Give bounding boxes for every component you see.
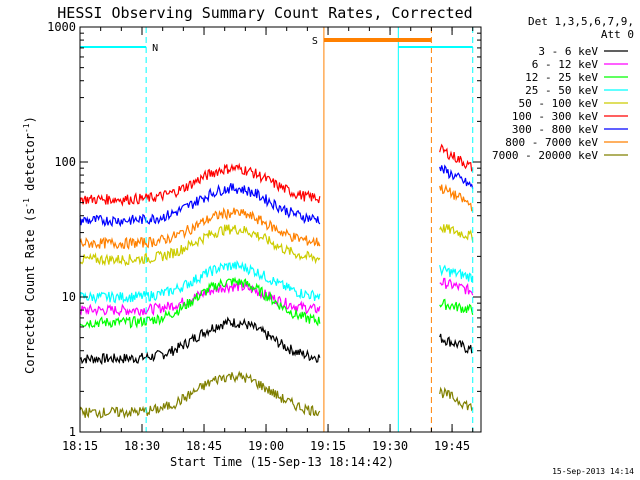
flag-label: N	[152, 43, 158, 54]
axes-layer: 18:15 18:30 18:45 19:00 19:15 19:30 19:45 1 10 10…	[47, 20, 481, 453]
y-tick-label: 1000	[47, 20, 76, 34]
legend-label: 6 - 12 keV	[532, 58, 599, 71]
series-line	[439, 224, 474, 242]
y-tick-label: 10	[62, 290, 76, 304]
series-line	[79, 316, 321, 366]
x-tick-label: 19:30	[372, 439, 408, 453]
series-line	[439, 298, 474, 315]
x-tick-label: 19:00	[248, 439, 284, 453]
y-tick-label: 1	[69, 425, 76, 439]
series-line	[439, 277, 474, 296]
series-line	[439, 386, 474, 412]
series-line	[79, 370, 321, 420]
plot-layer: NS	[79, 27, 474, 432]
series-line	[439, 143, 474, 172]
y-axis-label: Corrected Count Rate (s-1 detector-1)	[22, 116, 37, 374]
legend-header-1: Det 1,3,5,6,7,9,	[528, 15, 634, 28]
x-tick-label: 19:45	[434, 439, 470, 453]
series-line	[79, 224, 321, 267]
legend-header-2: Att 0	[601, 28, 634, 41]
y-tick-label: 100	[54, 155, 76, 169]
series-line	[79, 183, 321, 228]
series-line	[79, 276, 321, 329]
series-line	[439, 164, 474, 189]
legend-label: 300 - 800 keV	[512, 123, 598, 136]
legend-label: 25 - 50 keV	[525, 84, 598, 97]
svg-text:Corrected Count Rate (s-1 dete: Corrected Count Rate (s-1 detector-1)	[22, 116, 37, 374]
x-tick-label: 18:30	[124, 439, 160, 453]
x-tick-label: 19:15	[310, 439, 346, 453]
flag-label: S	[312, 36, 318, 47]
x-tick-label: 18:15	[62, 439, 98, 453]
series-line	[79, 162, 321, 207]
legend-label: 12 - 25 keV	[525, 71, 598, 84]
series-line	[439, 183, 473, 212]
series-line	[79, 259, 321, 305]
plot-frame	[79, 26, 482, 433]
legend-label: 800 - 7000 keV	[505, 136, 598, 149]
series-line	[439, 264, 474, 283]
series-line	[79, 206, 321, 251]
x-tick-label: 18:45	[186, 439, 222, 453]
legend-label: 50 - 100 keV	[519, 97, 599, 110]
chart-title: HESSI Observing Summary Count Rates, Cor…	[57, 4, 472, 22]
x-axis-label: Start Time (15-Sep-13 18:14:42)	[170, 455, 394, 469]
timestamp: 15-Sep-2013 14:14	[552, 467, 634, 476]
legend-label: 100 - 300 keV	[512, 110, 598, 123]
series-line	[439, 333, 473, 354]
legend-label: 3 - 6 keV	[538, 45, 598, 58]
legend-label: 7000 - 20000 keV	[492, 149, 598, 162]
